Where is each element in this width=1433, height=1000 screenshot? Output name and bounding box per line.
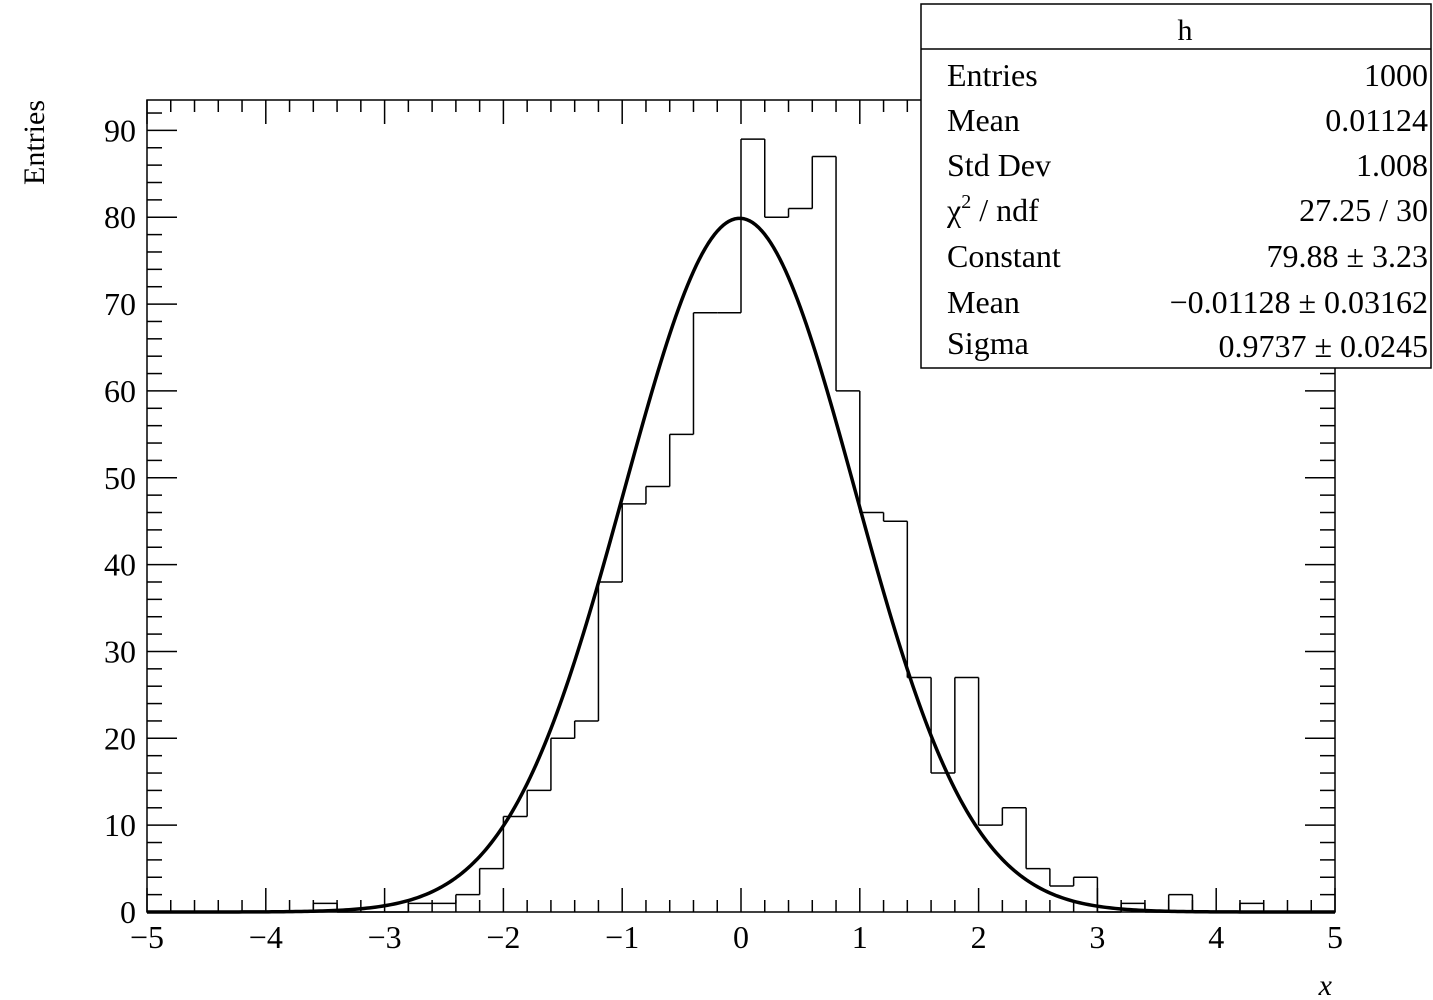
- x-tick-label: −4: [249, 919, 283, 955]
- x-tick-label: −2: [486, 919, 520, 955]
- stats-chi2-symbol: χ: [946, 192, 962, 228]
- x-tick-label: 4: [1208, 919, 1224, 955]
- x-tick-label: −1: [605, 919, 639, 955]
- x-tick-label: 3: [1089, 919, 1105, 955]
- stats-box-title: h: [1178, 14, 1193, 47]
- y-tick-label: 60: [104, 373, 136, 409]
- stats-entries-label: Entries: [947, 57, 1038, 93]
- y-tick-label: 50: [104, 460, 136, 496]
- y-tick-label: 10: [104, 807, 136, 843]
- stats-entries-value: 1000: [1364, 57, 1428, 93]
- y-axis-label: Entries: [18, 100, 51, 185]
- x-tick-label: −5: [130, 919, 164, 955]
- x-tick-label: 2: [971, 919, 987, 955]
- x-tick-label: −3: [368, 919, 402, 955]
- stats-sigma-label: Sigma: [947, 325, 1029, 361]
- stats-fit-mean-value: −0.01128 ± 0.03162: [1170, 284, 1428, 320]
- y-tick-label: 40: [104, 547, 136, 583]
- y-tick-label: 0: [120, 894, 136, 930]
- stats-stddev-label: Std Dev: [947, 147, 1051, 183]
- stats-chi2-superscript: 2: [961, 191, 971, 213]
- stats-constant-value: 79.88 ± 3.23: [1266, 238, 1428, 274]
- x-tick-label: 1: [852, 919, 868, 955]
- stats-constant-label: Constant: [947, 238, 1061, 274]
- stats-chi2-value: 27.25 / 30: [1299, 192, 1428, 228]
- stats-mean-value: 0.01124: [1325, 102, 1428, 138]
- stats-sigma-value: 0.9737 ± 0.0245: [1218, 328, 1428, 364]
- stats-fit-mean-label: Mean: [947, 284, 1020, 320]
- y-tick-label: 70: [104, 286, 136, 322]
- stats-box: h Entries 1000 Mean 0.01124 Std Dev 1.00…: [920, 3, 1432, 369]
- y-tick-label: 80: [104, 199, 136, 235]
- stats-chi2-label: χ2 / ndf: [946, 191, 1039, 228]
- y-tick-label: 20: [104, 720, 136, 756]
- x-tick-label: 0: [733, 919, 749, 955]
- stats-mean-label: Mean: [947, 102, 1020, 138]
- x-tick-label: 5: [1327, 919, 1343, 955]
- stats-chi2-ndf-label: / ndf: [971, 192, 1039, 228]
- y-tick-label: 30: [104, 633, 136, 669]
- y-tick-label: 90: [104, 112, 136, 148]
- x-axis-label: x: [1318, 969, 1333, 1000]
- stats-box-frame: [920, 3, 1432, 369]
- fit-curve: [147, 216, 1335, 914]
- stats-stddev-value: 1.008: [1356, 147, 1428, 183]
